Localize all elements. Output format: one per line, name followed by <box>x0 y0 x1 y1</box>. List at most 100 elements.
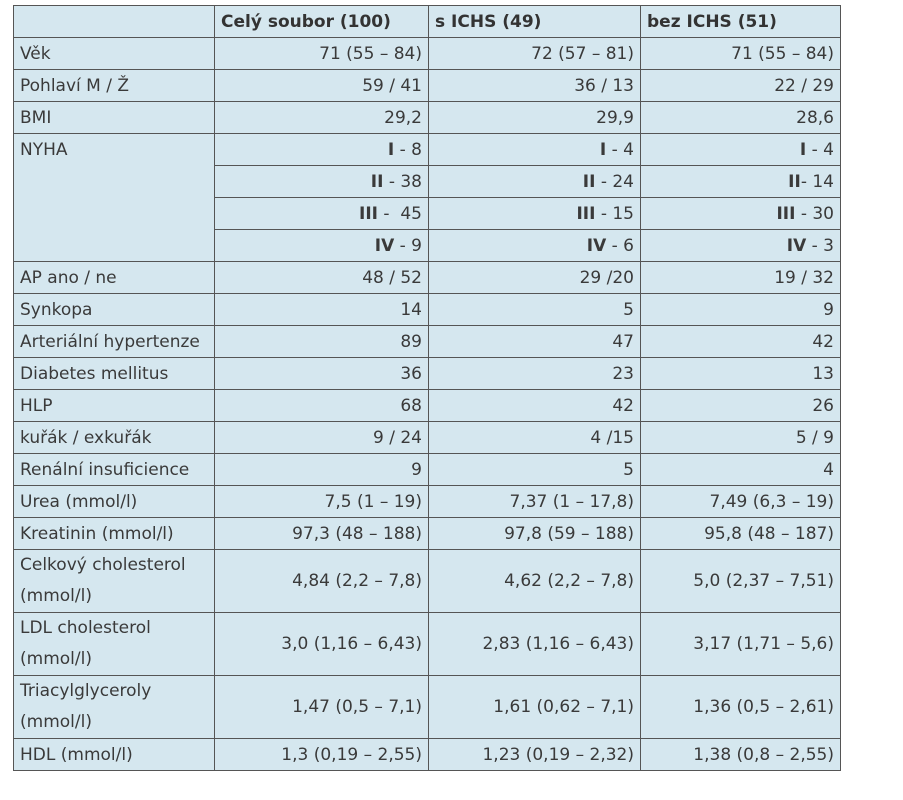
row-label: Renální insuficience <box>13 453 215 486</box>
value-cell: 1,38 (0,8 – 2,55) <box>640 738 841 771</box>
grade-count: - 9 <box>394 235 422 256</box>
label-text: Renální insuficience <box>20 459 190 480</box>
grade: II <box>788 171 801 192</box>
label-text: BMI <box>20 107 52 128</box>
value-cell: III - 45 <box>214 197 429 230</box>
value-cell: 29,2 <box>214 101 429 134</box>
nyha-row: IV - 9 IV - 6 IV - 3 <box>14 229 841 262</box>
label-text: Arteriální hypertenze <box>20 331 200 352</box>
value-cell: 89 <box>214 325 429 358</box>
grade: I <box>387 139 395 160</box>
value-cell: 5 <box>428 453 641 486</box>
data-row: HLP 68 42 26 <box>13 389 841 422</box>
grade-count: - 3 <box>806 235 834 256</box>
value-cell: 36 <box>214 357 429 390</box>
data-row: Renální insuficience 9 5 4 <box>13 453 841 486</box>
value-cell: II- 14 <box>640 165 841 198</box>
value-cell: 4 /15 <box>428 421 641 454</box>
value-cell: 4 <box>640 453 841 486</box>
value-cell: 1,36 (0,5 – 2,61) <box>640 675 841 739</box>
value-cell: 3,17 (1,71 – 5,6) <box>640 612 841 676</box>
grade-count: - 38 <box>383 171 422 192</box>
data-row: BMI 29,2 29,9 28,6 <box>13 101 841 134</box>
row-label: HLP <box>13 389 215 422</box>
grade-count: - 6 <box>606 235 634 256</box>
label-text: Věk <box>20 43 51 64</box>
row-label: Arteriální hypertenze <box>13 325 215 358</box>
row-label: NYHA <box>13 133 215 262</box>
label-text: NYHA <box>20 140 68 160</box>
value-cell: 19 / 32 <box>640 261 841 294</box>
data-row: Kreatinin (mmol/l) 97,3 (48 – 188) 97,8 (5… <box>13 517 841 550</box>
value-cell: 68 <box>214 389 429 422</box>
grade-count: - 45 <box>378 203 422 224</box>
grade: III <box>776 203 796 224</box>
value-cell: 72 (57 – 81) <box>428 37 641 70</box>
value-cell: 9 <box>640 293 841 326</box>
table: Celý soubor (100) s ICHS (49) bez ICHS (51… <box>13 5 841 771</box>
value-cell: 97,3 (48 – 188) <box>214 517 429 550</box>
data-row: LDL cholesterol (mmol/l) 3,0 (1,16 – 6,43)… <box>13 612 841 676</box>
grade-count: - 14 <box>800 171 834 192</box>
value-cell: 3,0 (1,16 – 6,43) <box>214 612 429 676</box>
label-text: Synkopa <box>20 299 93 320</box>
header-cell: s ICHS (49) <box>428 5 641 38</box>
grade: II <box>370 171 384 192</box>
label-line: (mmol/l) <box>20 649 92 669</box>
data-row: HDL (mmol/l) 1,3 (0,19 – 2,55) 1,23 (0,19 … <box>13 738 841 771</box>
value-cell: 4,84 (2,2 – 7,8) <box>214 549 429 613</box>
grade: IV <box>586 235 607 256</box>
value-cell: 1,3 (0,19 – 2,55) <box>214 738 429 771</box>
grade: III <box>359 203 379 224</box>
value-cell: 1,61 (0,62 – 7,1) <box>428 675 641 739</box>
row-label: Celkový cholesterol (mmol/l) <box>13 549 215 613</box>
value-cell: 2,83 (1,16 – 6,43) <box>428 612 641 676</box>
data-row: Arteriální hypertenze 89 47 42 <box>13 325 841 358</box>
value-cell: 97,8 (59 – 188) <box>428 517 641 550</box>
grade: I <box>799 139 807 160</box>
value-cell: 42 <box>640 325 841 358</box>
grade-count: - 4 <box>806 139 834 160</box>
label-line: (mmol/l) <box>20 712 92 732</box>
value-cell: 26 <box>640 389 841 422</box>
data-row: Pohlaví M / Ž 59 / 41 36 / 13 22 / 29 <box>13 69 841 102</box>
grade: I <box>599 139 607 160</box>
table-wrap: Celý soubor (100) s ICHS (49) bez ICHS (51… <box>13 5 841 771</box>
value-cell: 23 <box>428 357 641 390</box>
value-cell: 7,37 (1 – 17,8) <box>428 485 641 518</box>
value-cell: 29 /20 <box>428 261 641 294</box>
header-cell: bez ICHS (51) <box>640 5 841 38</box>
value-cell: III - 30 <box>640 197 841 230</box>
grade-count: - 30 <box>795 203 834 224</box>
value-cell: 71 (55 – 84) <box>640 37 841 70</box>
label-text: AP ano / ne <box>20 267 117 288</box>
value-cell: IV - 9 <box>214 229 429 262</box>
header-cell: Celý soubor (100) <box>214 5 429 38</box>
value-cell: IV - 3 <box>640 229 841 262</box>
grade-count: - 8 <box>394 139 422 160</box>
value-cell: 95,8 (48 – 187) <box>640 517 841 550</box>
header-row: Celý soubor (100) s ICHS (49) bez ICHS (51… <box>13 5 841 38</box>
value-cell: 47 <box>428 325 641 358</box>
value-cell: 5,0 (2,37 – 7,51) <box>640 549 841 613</box>
value-cell: I - 4 <box>428 133 641 166</box>
label-line: Celkový cholesterol <box>20 555 186 575</box>
value-cell: 1,23 (0,19 – 2,32) <box>428 738 641 771</box>
grade-count: - 4 <box>606 139 634 160</box>
row-label: Kreatinin (mmol/l) <box>13 517 215 550</box>
grade: IV <box>374 235 395 256</box>
label-line: LDL cholesterol <box>20 618 151 638</box>
value-cell: 9 / 24 <box>214 421 429 454</box>
data-row: Celkový cholesterol (mmol/l) 4,84 (2,2 – 7… <box>13 549 841 613</box>
value-cell: 42 <box>428 389 641 422</box>
grade-count: - 15 <box>595 203 634 224</box>
label-line: (mmol/l) <box>20 586 92 606</box>
label-text: Kreatinin (mmol/l) <box>20 523 174 544</box>
data-row: AP ano / ne 48 / 52 29 /20 19 / 32 <box>13 261 841 294</box>
data-row: Urea (mmol/l) 7,5 (1 – 19) 7,37 (1 – 17,8)… <box>13 485 841 518</box>
row-label: AP ano / ne <box>13 261 215 294</box>
row-label: Pohlaví M / Ž <box>13 69 215 102</box>
label-line: Triacylglyceroly <box>20 681 152 701</box>
value-cell: 5 <box>428 293 641 326</box>
